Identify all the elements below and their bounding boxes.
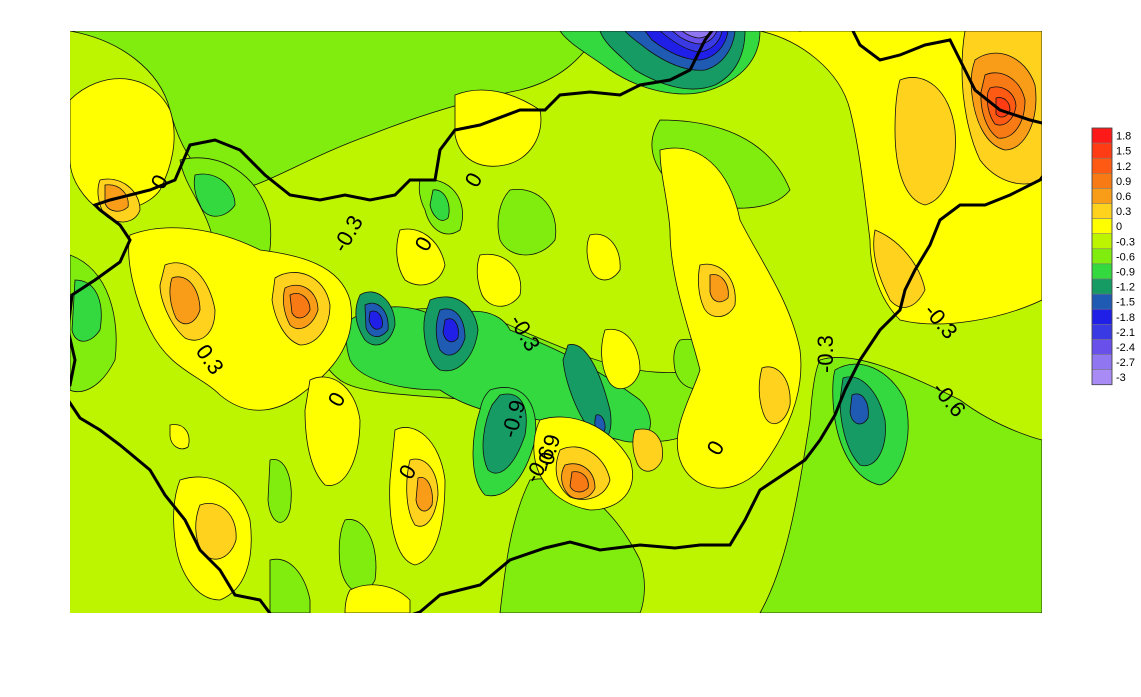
legend-tick-label: 1.2 [1116,161,1131,173]
legend-swatch [1091,233,1113,250]
legend-swatch [1091,218,1113,234]
contour-map: 0 0 0 0 0 0 -0.3 -0.3 -0.3 -0.3 0.3 -0.6… [70,31,1042,613]
legend-tick-label: -0.9 [1116,266,1135,278]
legend-tick-label: -2.7 [1116,357,1135,369]
legend-tick-label: -1.2 [1116,282,1135,294]
legend-tick-label: 0 [1116,221,1122,233]
legend-swatch [1091,157,1113,174]
legend-swatch [1091,188,1113,204]
legend-tick-label: 0.6 [1116,191,1131,203]
color-legend: 1.8 1.5 1.2 0.9 0.6 0.3 0 -0.3 -0.6 -0.9 -1.2 -1.5 -… [1091,127,1135,386]
legend-swatch [1091,369,1113,385]
contour-label: -0.3 [813,335,838,373]
legend-frame [1091,127,1113,386]
legend-swatch [1091,308,1113,325]
legend-swatch [1091,248,1113,265]
country-border [70,31,1042,613]
legend-swatch [1091,127,1113,144]
legend-swatch [1091,339,1113,355]
legend-tick-label: -1.8 [1116,312,1135,324]
legend-tick-label: 0.9 [1116,176,1131,188]
legend-tick-label: 1.8 [1116,131,1131,143]
legend-tick-label: -0.6 [1116,251,1135,263]
legend-swatch [1091,203,1113,219]
legend-swatch [1091,263,1113,280]
legend-swatch [1091,354,1113,370]
legend-tick-label: -2.4 [1116,342,1135,354]
legend-swatch [1091,142,1113,159]
legend-swatch [1091,278,1113,295]
legend-tick-label: -1.5 [1116,297,1135,309]
legend-tick-label: -2.1 [1116,327,1135,339]
legend-tick-label: -3 [1116,372,1126,384]
legend-swatch [1091,173,1113,189]
legend-swatch [1091,293,1113,310]
legend-tick-label: 1.5 [1116,146,1131,158]
legend-tick-label: -0.3 [1116,236,1135,248]
legend-tick-label: 0.3 [1116,206,1131,218]
legend-swatch [1091,324,1113,340]
